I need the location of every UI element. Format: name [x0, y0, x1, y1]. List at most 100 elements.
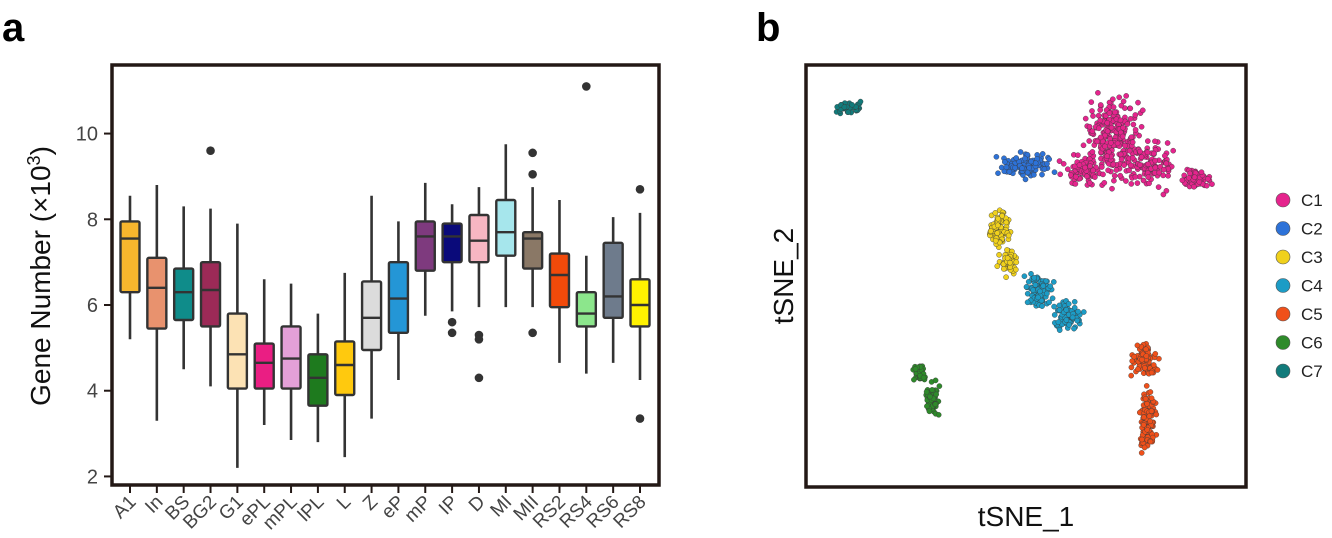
- box-body: [119, 220, 141, 294]
- point: [1137, 162, 1143, 168]
- point: [1060, 160, 1067, 167]
- point: [1128, 162, 1134, 169]
- plot-frame-a: [110, 63, 661, 487]
- point: [1122, 142, 1128, 149]
- point: [1170, 147, 1176, 154]
- box-mP: [414, 182, 436, 316]
- point: [1110, 161, 1117, 168]
- point: [1129, 139, 1136, 146]
- panel-label-b: b: [756, 6, 780, 50]
- legend-label: C1: [1301, 191, 1323, 210]
- point: [1121, 162, 1127, 168]
- point: [998, 164, 1005, 171]
- point: [1155, 184, 1162, 190]
- point: [1110, 96, 1116, 102]
- cluster-C1: [1056, 90, 1215, 198]
- point: [1044, 290, 1050, 297]
- point: [911, 376, 917, 383]
- point: [1144, 149, 1151, 156]
- point: [1109, 185, 1115, 192]
- point: [1163, 187, 1170, 194]
- point: [926, 408, 933, 415]
- box-body: [360, 280, 383, 352]
- point: [1147, 389, 1154, 395]
- box-A1: [119, 195, 141, 340]
- box-body: [334, 340, 356, 397]
- box-MI: [495, 144, 517, 308]
- point: [1146, 413, 1153, 420]
- point: [1108, 124, 1115, 131]
- point: [1066, 322, 1072, 328]
- point: [1040, 283, 1046, 289]
- box-lPL: [307, 313, 329, 443]
- point: [1046, 156, 1052, 162]
- point: [1191, 183, 1197, 190]
- legend-label: C5: [1301, 305, 1323, 324]
- point: [1051, 303, 1057, 310]
- point: [1024, 169, 1031, 176]
- point: [1055, 319, 1062, 325]
- point: [1102, 143, 1108, 150]
- cluster-C2: [993, 149, 1058, 183]
- point: [1151, 150, 1157, 157]
- point: [999, 213, 1005, 219]
- point: [1004, 255, 1011, 261]
- point: [1086, 123, 1093, 130]
- point: [1142, 395, 1149, 402]
- point: [1104, 128, 1111, 135]
- cluster-C4: [1021, 270, 1087, 333]
- point: [1082, 164, 1088, 171]
- point: [1075, 152, 1081, 158]
- point: [1154, 367, 1161, 373]
- panel-label-a: a: [2, 6, 25, 50]
- point: [1063, 307, 1070, 313]
- point: [1099, 164, 1105, 170]
- point: [1143, 383, 1150, 389]
- point: [1135, 99, 1141, 106]
- outlier-point: [474, 373, 484, 383]
- point: [1092, 174, 1098, 180]
- box-RS8: [629, 184, 651, 423]
- point: [1138, 124, 1145, 130]
- point: [1139, 356, 1145, 363]
- point: [1032, 160, 1039, 166]
- legend-label: C3: [1301, 248, 1323, 267]
- plot-frame-b: [804, 63, 1248, 489]
- point: [1003, 274, 1009, 281]
- point: [1134, 342, 1141, 349]
- point: [1117, 117, 1124, 124]
- point: [1142, 365, 1148, 371]
- point: [1138, 450, 1145, 456]
- point: [1071, 304, 1078, 311]
- box-Z: [360, 195, 383, 419]
- box-MII: [521, 148, 544, 338]
- point: [1021, 273, 1028, 280]
- outlier-point: [528, 148, 537, 158]
- x-tick-label: RS8: [610, 492, 651, 533]
- point: [1069, 314, 1076, 321]
- point: [1113, 167, 1120, 173]
- point: [993, 153, 1000, 160]
- point: [1148, 408, 1155, 414]
- point: [1089, 149, 1096, 155]
- point: [1148, 395, 1155, 402]
- point: [1031, 171, 1037, 178]
- point: [932, 401, 939, 408]
- point: [1134, 180, 1141, 186]
- y-tick-label: 2: [87, 466, 98, 488]
- point: [1031, 274, 1037, 281]
- point: [1017, 149, 1024, 155]
- point: [924, 403, 930, 410]
- point: [1104, 120, 1110, 126]
- point: [1152, 164, 1159, 171]
- box-body: [548, 252, 571, 309]
- point: [995, 170, 1001, 176]
- box-eP: [387, 221, 410, 380]
- scatter-points: [833, 90, 1215, 456]
- cluster-C6: [910, 363, 943, 418]
- point: [1127, 105, 1134, 112]
- box-body: [495, 198, 517, 257]
- x-tick-label: A1: [109, 492, 140, 523]
- point: [1071, 325, 1077, 332]
